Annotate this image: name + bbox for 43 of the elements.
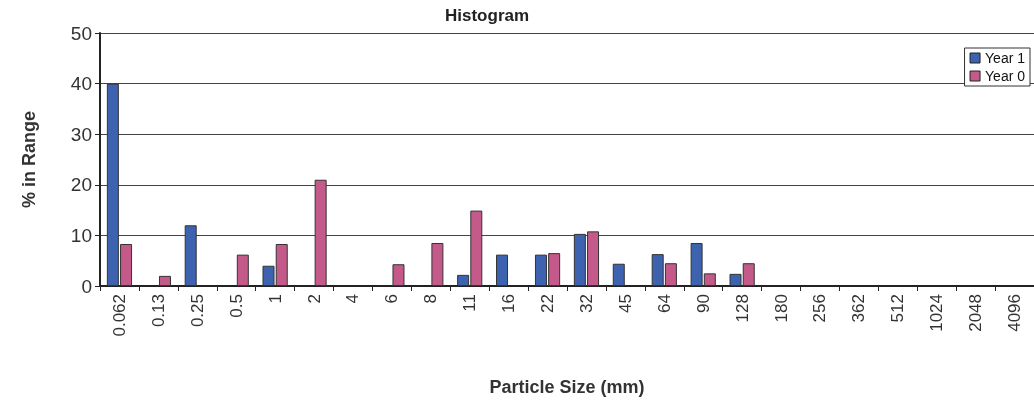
bar [314, 179, 327, 286]
x-axis-title: Particle Size (mm) [489, 377, 645, 397]
y-tick-label: 40 [70, 73, 92, 95]
x-tick-label: 256 [810, 294, 830, 323]
x-tick-label: 6 [382, 294, 402, 304]
x-tick-label: 180 [771, 294, 791, 323]
x-tick-label: 0.13 [148, 294, 168, 328]
x-tick-label: 2048 [966, 294, 986, 332]
x-tick-label: 22 [538, 294, 558, 313]
bar [158, 275, 171, 286]
x-tick-label: 32 [576, 294, 596, 313]
x-tick-label: 0.5 [226, 294, 246, 318]
y-axis-title: % in Range [19, 110, 39, 209]
x-tick-label: 16 [499, 294, 519, 313]
bar [431, 242, 444, 286]
y-tick-label: 0 [81, 275, 92, 297]
x-tick-label: 1024 [927, 294, 947, 332]
x-tick-label: 2 [304, 294, 324, 304]
x-tick-label: 128 [732, 294, 752, 323]
y-tick-label: 10 [70, 224, 92, 246]
y-tick-label: 30 [70, 123, 92, 145]
x-tick-label: 4096 [1005, 294, 1025, 332]
y-tick-label: 20 [70, 174, 92, 196]
x-tick-label: 11 [460, 294, 480, 312]
bar [392, 264, 405, 286]
legend-label: Year 1 [985, 50, 1026, 66]
x-tick-label: 4 [343, 294, 363, 304]
bar [236, 254, 249, 286]
y-tick-label: 50 [70, 22, 92, 44]
bar [496, 254, 509, 286]
x-tick-label: 64 [654, 294, 674, 313]
x-tick-label: 1 [265, 294, 285, 304]
x-tick-label: 45 [615, 294, 635, 313]
bar [612, 263, 625, 286]
chart-title: Histogram [445, 6, 530, 25]
x-tick-label: 362 [849, 294, 869, 323]
x-tick-label: 0.25 [187, 294, 207, 328]
x-tick-label: 8 [421, 294, 441, 304]
x-tick-label: 90 [693, 294, 713, 313]
legend-label: Year 0 [985, 68, 1026, 84]
x-tick-label: 0.062 [109, 294, 129, 337]
x-tick-label: 512 [888, 294, 908, 323]
bar [184, 225, 197, 286]
